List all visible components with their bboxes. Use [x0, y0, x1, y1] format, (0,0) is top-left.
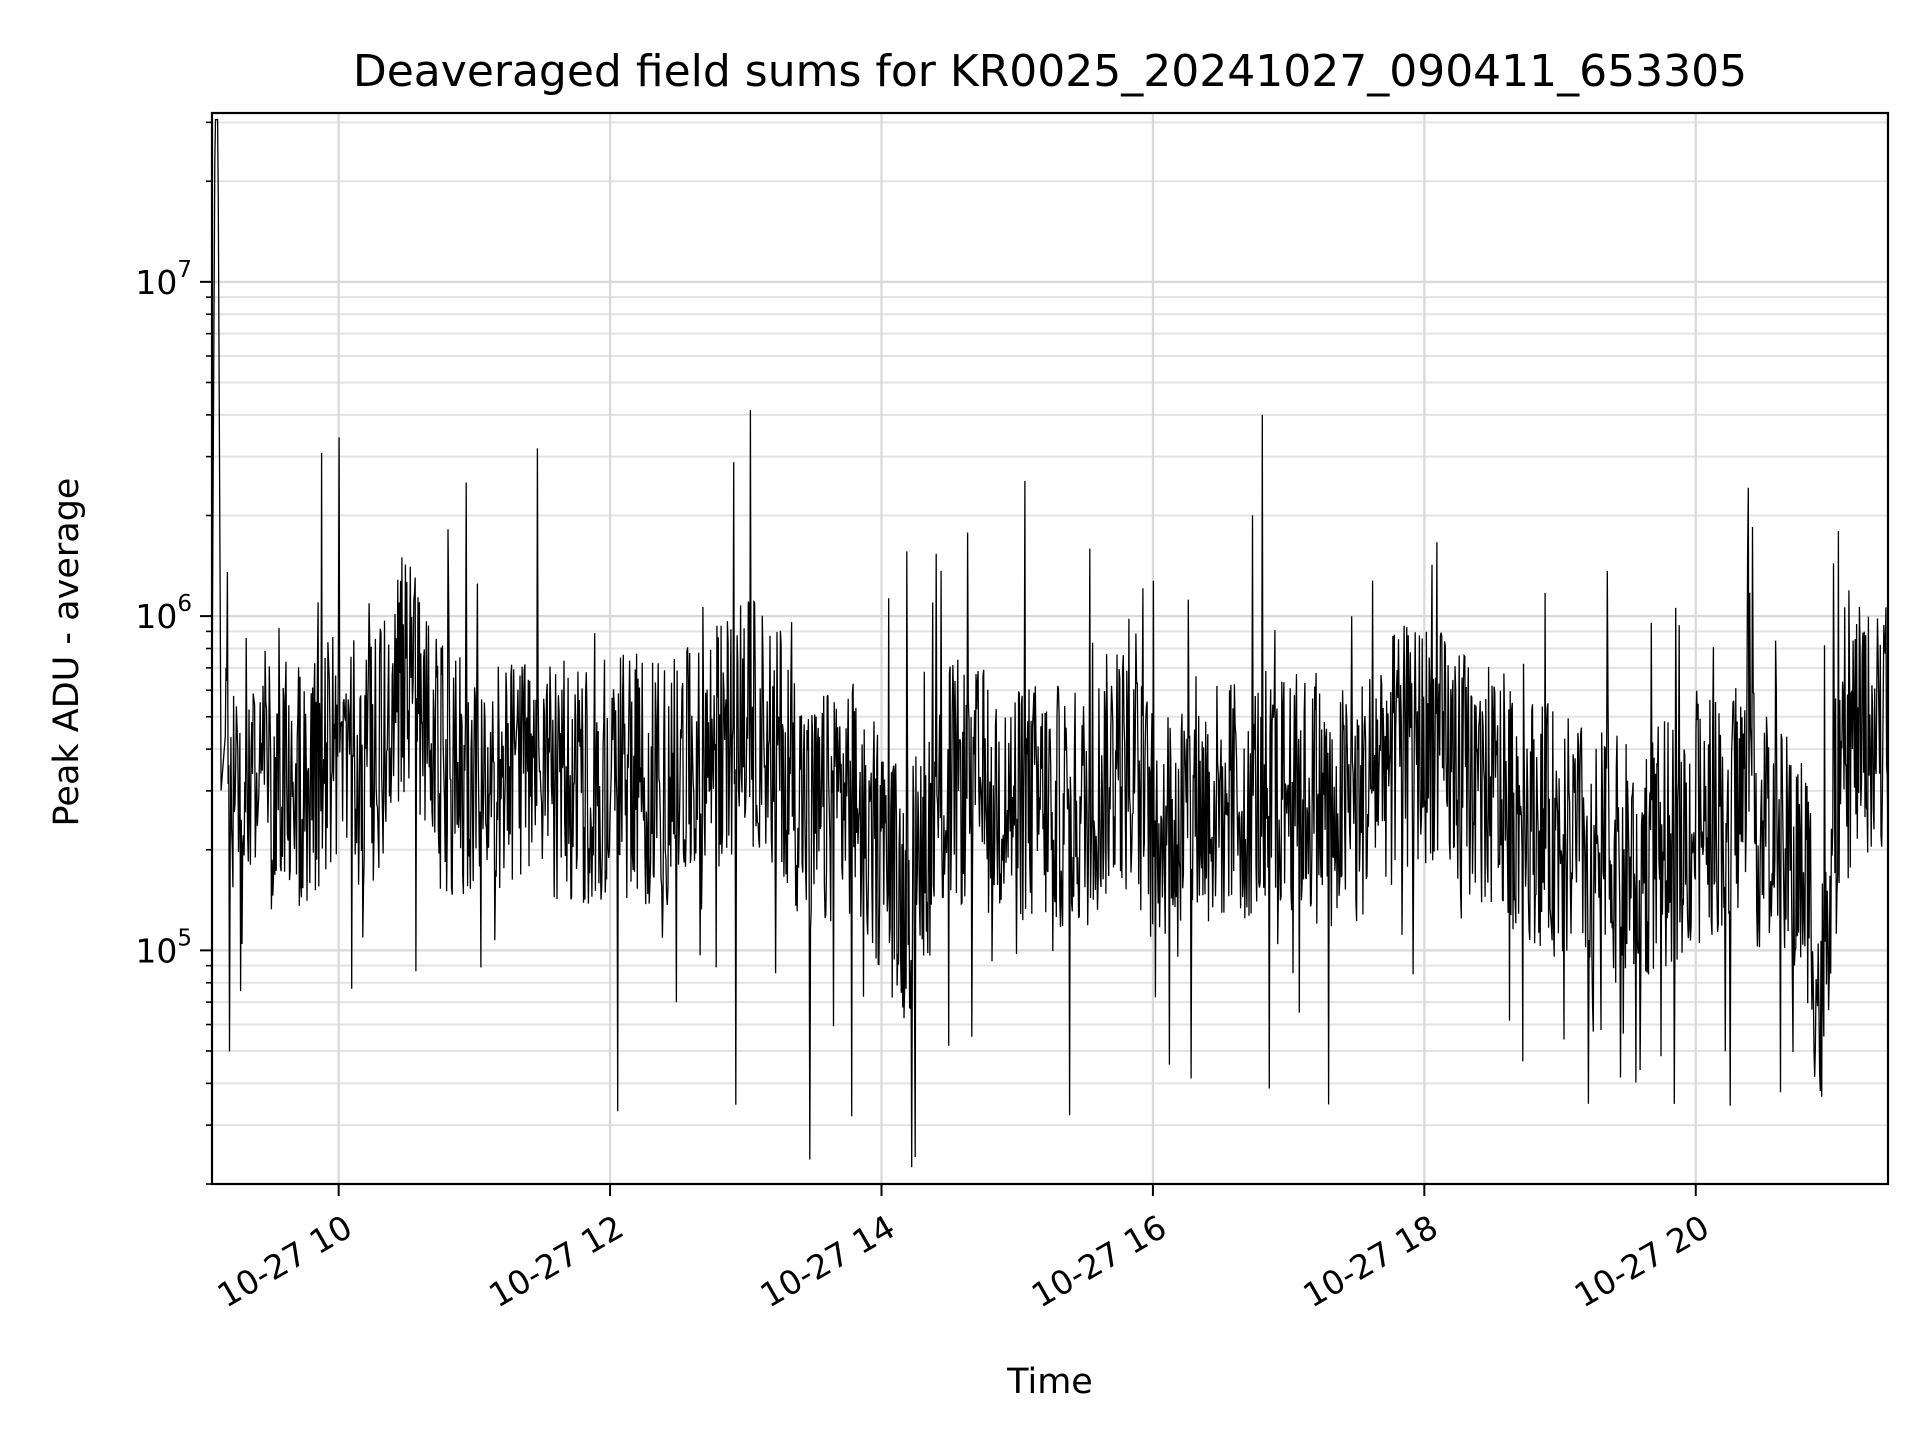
y-tick-base: 10	[135, 597, 177, 636]
y-axis-label: Peak ADU - average	[47, 478, 87, 827]
chart-title: Deaveraged field sums for KR0025_2024102…	[353, 46, 1747, 97]
y-tick-label: 106	[135, 591, 192, 636]
y-tick-exponent: 6	[177, 591, 192, 617]
y-tick-label: 107	[135, 257, 192, 302]
y-tick-exponent: 5	[177, 925, 192, 951]
y-tick-base: 10	[135, 931, 177, 970]
y-tick-exponent: 7	[177, 257, 192, 283]
gridlines	[212, 113, 1888, 1185]
x-axis-label: Time	[1006, 1362, 1093, 1402]
y-tick-base: 10	[135, 263, 177, 302]
series-line	[211, 119, 1889, 1168]
series-layer	[211, 119, 1889, 1168]
y-tick-label: 105	[135, 925, 192, 970]
